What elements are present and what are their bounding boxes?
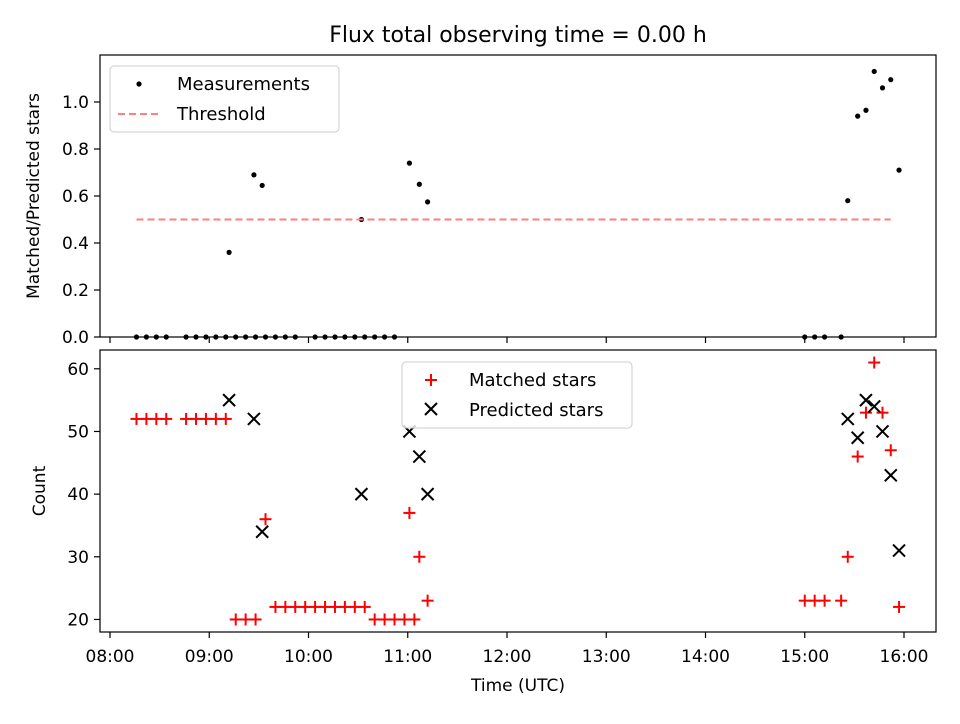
- matched-star-point: [358, 600, 371, 613]
- bottom-axis-ticks: 20 30 40 50 60 08:00 09:00 10:00 11:00 12:00 13:00…: [67, 360, 928, 667]
- top-legend: Measurements Threshold: [109, 65, 340, 133]
- matched-star-point: [160, 412, 173, 425]
- legend-matched-label: Matched stars: [469, 370, 596, 391]
- legend-measurements-label: Measurements: [177, 74, 310, 95]
- bottom-x-tick-label: 08:00: [86, 647, 135, 667]
- matched-star-point: [893, 600, 906, 613]
- measurement-point: [416, 181, 422, 187]
- top-y-tick-label: 0.2: [62, 281, 89, 301]
- predicted-star-point: [841, 412, 855, 426]
- bottom-y-tick-label: 50: [67, 422, 89, 442]
- measurement-point: [888, 77, 894, 83]
- bottom-x-tick-label: 10:00: [284, 647, 333, 667]
- bottom-y-tick-label: 40: [67, 485, 89, 505]
- matched-star-point: [859, 406, 872, 419]
- predicted-star-point: [412, 449, 427, 464]
- measurement-point: [855, 113, 861, 119]
- chart-title: Flux total observing time = 0.00 h: [329, 23, 707, 48]
- bottom-y-axis-label: Count: [30, 465, 50, 516]
- bottom-y-tick-label: 30: [67, 548, 89, 568]
- predicted-star-point: [255, 525, 269, 539]
- measurement-point: [406, 160, 413, 166]
- predicted-star-point: [354, 487, 369, 501]
- predicted-star-point: [892, 543, 906, 558]
- predicted-star-point: [867, 399, 881, 414]
- matched-star-point: [249, 613, 262, 626]
- matched-star-point: [413, 550, 426, 563]
- matched-star-point: [876, 406, 889, 419]
- top-y-tick-label: 0.0: [62, 328, 89, 348]
- measurement-point: [226, 249, 232, 255]
- measurement-point: [425, 199, 431, 205]
- top-y-tick-label: 1.0: [62, 93, 89, 113]
- bottom-series: [130, 356, 906, 626]
- top-series: [133, 68, 902, 340]
- measurement-point: [259, 182, 265, 189]
- matched-star-point: [841, 550, 854, 563]
- predicted-star-point: [859, 393, 873, 407]
- top-y-tick-label: 0.6: [62, 187, 89, 207]
- predicted-star-point: [875, 424, 890, 439]
- bottom-legend-box: [401, 361, 633, 429]
- matched-star-point: [835, 594, 848, 607]
- top-y-tick-label: 0.8: [62, 140, 89, 160]
- legend-measurements-marker: [136, 81, 142, 87]
- bottom-y-tick-label: 20: [67, 610, 89, 630]
- bottom-x-tick-label: 09:00: [185, 647, 234, 667]
- matched-star-point: [403, 506, 416, 519]
- top-axis-ticks: 0.0 0.2 0.4 0.6 0.8 1.0: [62, 93, 905, 348]
- measurement-point: [251, 172, 257, 178]
- predicted-star-point: [850, 431, 865, 445]
- bottom-x-tick-label: 11:00: [383, 647, 432, 667]
- top-panel: Matched/Predicted stars 0.0 0.2 0.4 0.6 0.8 1…: [24, 54, 937, 348]
- legend-predicted-marker: [424, 402, 438, 416]
- x-axis-label: Time (UTC): [470, 676, 565, 696]
- matched-star-point: [259, 513, 272, 526]
- bottom-legend: Matched stars Predicted stars: [401, 361, 633, 429]
- bottom-panel: Count Time (UTC) 20 30 40 50 60 08:00 09:00 10:…: [30, 349, 937, 696]
- measurement-point: [863, 107, 869, 113]
- legend-predicted-label: Predicted stars: [469, 400, 603, 421]
- bottom-x-tick-label: 14:00: [681, 647, 730, 667]
- measurement-point: [896, 167, 902, 173]
- top-plot-frame: [99, 54, 937, 338]
- predicted-star-point: [884, 468, 898, 483]
- measurement-point: [845, 198, 851, 204]
- top-y-axis-label: Matched/Predicted stars: [24, 93, 44, 299]
- matched-star-point: [818, 594, 831, 607]
- predicted-star-point: [222, 393, 236, 407]
- matched-star-point: [851, 450, 864, 463]
- matched-star-point: [219, 412, 232, 425]
- predicted-star-point: [247, 412, 261, 426]
- matched-star-point: [408, 613, 421, 626]
- top-legend-box: [109, 65, 340, 133]
- measurement-point: [871, 68, 877, 75]
- legend-threshold-label: Threshold: [176, 104, 266, 125]
- bottom-x-tick-label: 15:00: [780, 647, 829, 667]
- bottom-x-tick-label: 16:00: [880, 647, 929, 667]
- matched-star-point: [868, 356, 881, 369]
- bottom-x-tick-label: 12:00: [483, 647, 532, 667]
- matched-star-point: [421, 594, 434, 607]
- predicted-star-point: [420, 487, 435, 501]
- bottom-x-tick-label: 13:00: [582, 647, 631, 667]
- bottom-y-tick-label: 60: [67, 360, 89, 380]
- bottom-plot-frame: [99, 349, 937, 633]
- measurement-point: [879, 85, 886, 91]
- matched-star-point: [884, 444, 897, 457]
- legend-matched-marker: [425, 374, 437, 386]
- top-y-tick-label: 0.4: [62, 234, 89, 254]
